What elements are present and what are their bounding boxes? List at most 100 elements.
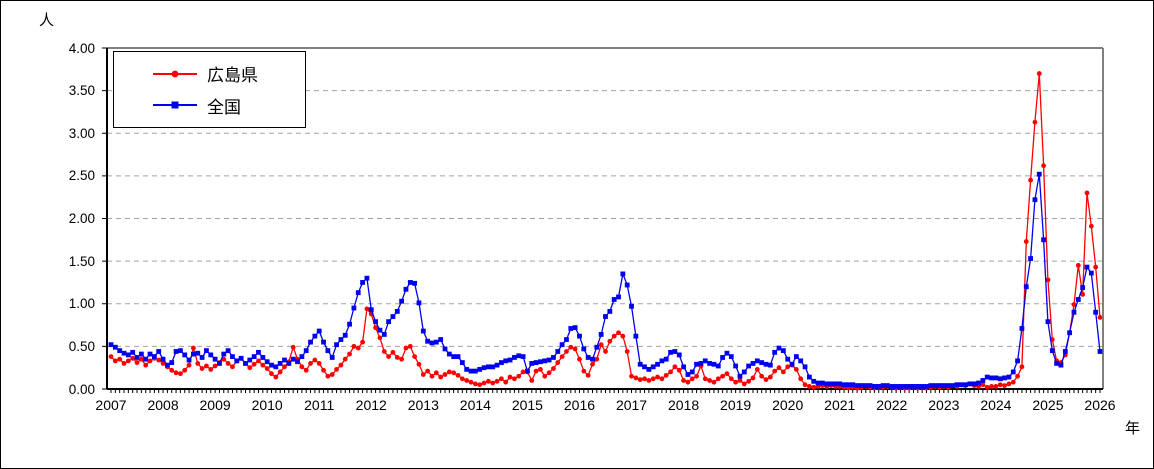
data-point xyxy=(819,380,825,386)
data-point xyxy=(520,369,526,375)
data-point xyxy=(377,335,383,341)
data-point xyxy=(633,375,639,381)
data-point xyxy=(802,382,808,388)
data-point xyxy=(980,382,986,388)
data-point xyxy=(485,364,491,370)
data-point xyxy=(446,369,452,375)
data-point xyxy=(720,373,726,379)
data-point xyxy=(360,280,365,285)
data-point xyxy=(689,369,695,375)
data-point xyxy=(984,374,990,380)
data-point xyxy=(616,294,621,300)
data-point xyxy=(989,384,994,389)
data-point xyxy=(468,368,474,374)
data-point xyxy=(381,332,387,337)
data-point xyxy=(789,361,795,367)
data-point xyxy=(121,361,127,366)
data-point xyxy=(741,381,747,387)
data-point xyxy=(251,361,257,367)
x-tick-label: 2026 xyxy=(1084,397,1116,413)
data-point xyxy=(1002,383,1007,388)
data-point xyxy=(108,342,114,348)
data-point xyxy=(169,367,175,373)
data-point xyxy=(538,359,543,365)
data-point xyxy=(312,333,318,339)
data-point xyxy=(147,358,153,364)
data-point xyxy=(598,342,604,348)
data-point xyxy=(386,354,392,360)
data-point xyxy=(516,373,522,379)
y-axis-unit-label: 人 xyxy=(39,12,55,29)
data-point xyxy=(186,362,192,368)
y-tick-label: 2.50 xyxy=(68,168,95,184)
data-point xyxy=(269,362,274,368)
data-point xyxy=(594,356,600,362)
data-point xyxy=(160,361,166,366)
data-point xyxy=(685,372,691,377)
data-point xyxy=(772,368,778,374)
data-point xyxy=(125,358,131,364)
data-point xyxy=(234,358,240,364)
data-point xyxy=(737,373,743,379)
data-point xyxy=(702,358,708,364)
data-point xyxy=(559,342,565,348)
y-tick-label: 1.50 xyxy=(68,253,95,269)
data-point xyxy=(130,349,136,355)
data-point xyxy=(746,378,752,384)
data-point xyxy=(481,380,487,386)
data-point xyxy=(806,384,812,389)
data-point xyxy=(572,346,578,352)
data-point xyxy=(832,381,838,387)
data-point xyxy=(247,357,253,363)
data-point xyxy=(399,356,405,362)
data-point xyxy=(117,348,123,354)
x-tick-label: 2020 xyxy=(772,397,804,413)
data-point xyxy=(308,361,313,366)
data-point xyxy=(186,357,192,363)
data-point xyxy=(1071,302,1077,308)
data-point xyxy=(130,355,136,361)
data-point xyxy=(793,354,799,360)
data-point xyxy=(407,280,413,285)
data-point xyxy=(512,376,517,382)
data-point xyxy=(247,365,253,371)
data-point xyxy=(681,378,686,383)
data-point xyxy=(581,368,587,374)
data-point xyxy=(464,366,470,372)
data-point xyxy=(312,357,318,363)
x-tick-label: 2008 xyxy=(147,397,179,413)
data-point xyxy=(590,356,595,362)
data-point xyxy=(1028,177,1033,183)
data-point xyxy=(1045,277,1051,283)
data-point xyxy=(156,349,162,354)
data-point xyxy=(1088,223,1094,229)
data-point xyxy=(893,384,899,389)
data-point xyxy=(1045,319,1051,325)
data-point xyxy=(407,343,413,349)
data-point xyxy=(650,376,656,382)
data-point xyxy=(950,383,955,388)
legend-entry-national: 全国 xyxy=(152,93,305,118)
data-point xyxy=(477,382,483,388)
data-point xyxy=(958,382,964,388)
data-point xyxy=(520,354,526,360)
data-point xyxy=(533,368,539,374)
data-point xyxy=(642,364,647,370)
data-point xyxy=(759,360,765,365)
data-point xyxy=(416,300,422,306)
data-point xyxy=(1015,373,1020,379)
data-point xyxy=(993,375,999,381)
data-point xyxy=(754,358,760,364)
data-point xyxy=(217,361,222,366)
x-tick-label: 2018 xyxy=(668,397,700,413)
data-point xyxy=(1041,237,1047,243)
data-point xyxy=(1088,270,1094,276)
data-point xyxy=(837,381,843,387)
data-point xyxy=(863,383,869,388)
data-point xyxy=(581,346,587,352)
data-point xyxy=(551,355,556,360)
x-tick-label: 2016 xyxy=(563,397,596,413)
data-point xyxy=(195,361,201,366)
